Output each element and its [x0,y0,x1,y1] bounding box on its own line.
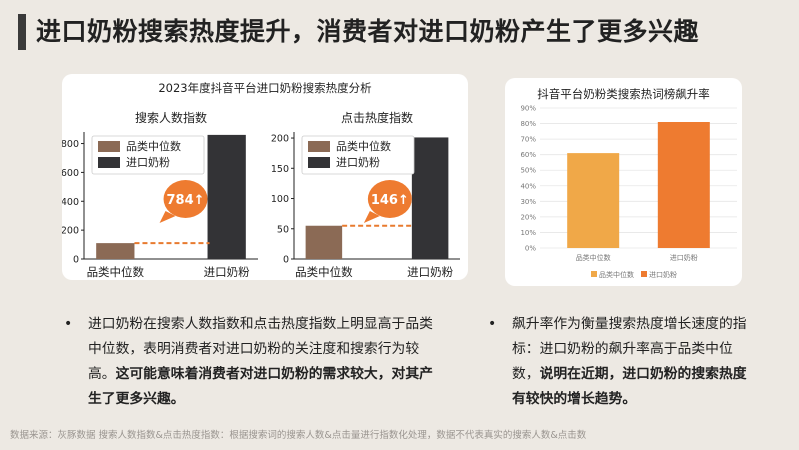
legend-label: 品类中位数 [599,270,634,279]
y-tick-label: 50% [520,167,536,175]
x-tick-label: 品类中位数 [87,265,145,279]
legend-swatch [308,141,330,152]
x-tick-label: 品类中位数 [295,265,353,279]
right-bullet: • 飙升率作为衡量搜索热度增长速度的指标：进口奶粉的飙升率高于品类中位数，说明在… [488,312,752,412]
chart-title: 搜索人数指数 [135,110,207,125]
left-bullet-text: 进口奶粉在搜索人数指数和点击热度指数上明显高于品类中位数，表明消费者对进口奶粉的… [88,316,433,382]
bar-import [657,122,710,248]
left-bullet: • 进口奶粉在搜索人数指数和点击热度指数上明显高于品类中位数，表明消费者对进口奶… [64,312,444,412]
right-bullet-text: 飙升率作为衡量搜索热度增长速度的指标：进口奶粉的飙升率高于品类中位数， [512,316,747,382]
x-tick-label: 进口奶粉 [670,253,698,262]
data-source-footer: 数据来源：灰豚数据 搜索人数指数&点击热度指数：根据搜索词的搜索人数&点击量进行… [10,430,587,441]
bar-median [96,243,135,259]
annotation-text: 784↑ [167,193,205,208]
y-tick-label: 200 [271,134,289,145]
annotation-bubble [367,180,412,218]
y-tick-label: 90% [520,105,536,113]
y-tick-label: 80% [520,120,536,128]
legend-label: 品类中位数 [126,139,181,153]
legend-swatch [98,157,120,168]
bar-median [305,225,343,259]
bar-import [411,137,449,259]
left-chart-panel: 2023年度抖音平台进口奶粉搜索热度分析 搜索人数指数 0 200 400 600 800… [62,74,468,280]
right-panel-title: 抖音平台奶粉类搜索热词榜飙升率 [537,87,710,101]
bubble-tail [159,211,176,223]
y-tick-label: 50 [277,224,289,235]
left-panel-title: 2023年度抖音平台进口奶粉搜索热度分析 [158,81,372,95]
y-tick-label: 100 [271,194,289,205]
bar-import [207,134,246,259]
y-tick-label: 400 [62,197,79,208]
legend-swatch [641,271,647,277]
y-tick-label: 30% [520,198,536,206]
legend-swatch [308,157,330,168]
bullet-marker: • [488,316,497,332]
right-chart-panel: 抖音平台奶粉类搜索热词榜飙升率 0% 10% 20% 30% 40% 50% 60% 70% 8… [505,78,742,286]
y-tick-label: 40% [520,182,536,190]
bullet-marker: • [64,316,73,332]
y-tick-label: 600 [62,168,79,179]
right-bullet-bold: 说明在近期，进口奶粉的搜索热度有较快的增长趋势。 [512,366,747,407]
right-chart-svg: 0%10%20%30%40%50%60%70%80%90%品类中位数 进口奶粉品类… [520,105,737,279]
annotation-text: 146↑ [371,193,409,208]
y-tick-label: 10% [520,229,536,237]
x-tick-label: 品类中位数 [576,253,611,262]
legend-label: 品类中位数 [336,139,391,153]
page-title: 进口奶粉搜索热度提升，消费者对进口奶粉产生了更多兴趣 [36,17,700,46]
y-tick-label: 200 [62,226,79,237]
y-tick-label: 800 [62,139,79,150]
y-tick-label: 70% [520,136,536,144]
right-chart: 0%10%20%30%40%50%60%70%80%90%品类中位数 进口奶粉品类… [520,105,737,279]
x-tick-label: 进口奶粉 [204,265,250,279]
title-accent-bar [18,14,26,50]
legend-label: 进口奶粉 [336,155,380,169]
y-tick-label: 0 [73,255,79,266]
legend-swatch [98,141,120,152]
x-tick-label: 进口奶粉 [407,265,453,279]
left-bullet-bold: 这可能意味着消费者对进口奶粉的需求较大，对其产生了更多兴趣。 [88,366,433,407]
bubble-tail [363,211,380,223]
legend-label: 进口奶粉 [649,270,677,279]
legend-label: 进口奶粉 [126,155,170,169]
y-tick-label: 20% [520,213,536,221]
annotation-bubble [163,180,208,218]
legend-swatch [591,271,597,277]
chart-title: 点击热度指数 [341,110,413,125]
y-tick-label: 0% [525,245,536,253]
bar-median [567,153,620,248]
y-tick-label: 60% [520,151,536,159]
y-tick-label: 0 [283,255,289,266]
y-tick-label: 150 [271,164,289,175]
